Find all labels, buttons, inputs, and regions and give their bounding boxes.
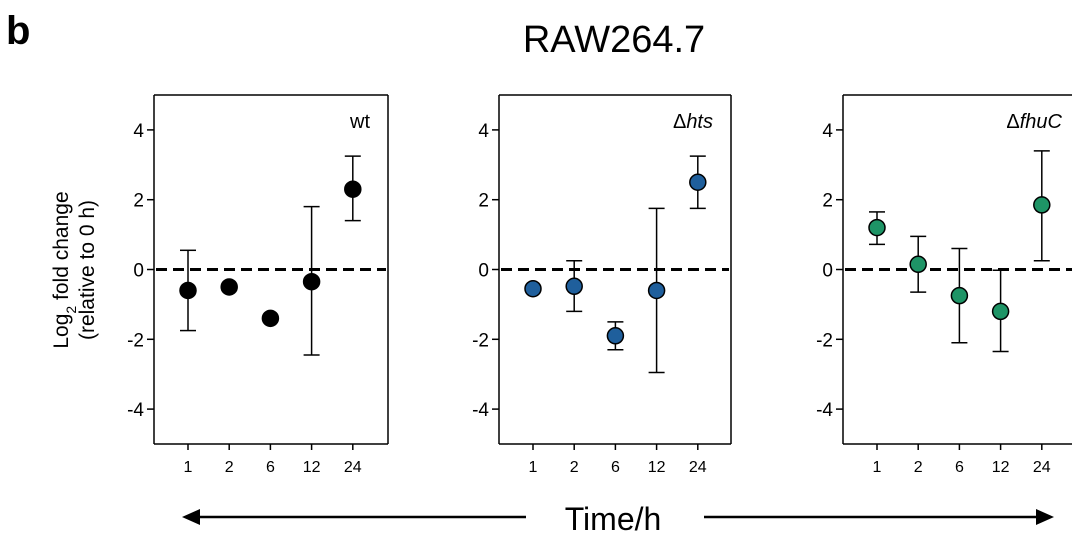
y-tick-label: 4 bbox=[478, 121, 489, 142]
x-tick-label: 2 bbox=[914, 459, 923, 476]
data-point bbox=[220, 278, 238, 296]
panel-title: Δhts bbox=[673, 111, 713, 133]
y-axis-label-line2: (relative to 0 h) bbox=[76, 200, 99, 340]
data-point bbox=[689, 173, 707, 191]
y-tick-label: 0 bbox=[133, 261, 144, 282]
data-point bbox=[606, 327, 625, 345]
data-point bbox=[565, 277, 583, 296]
data-point bbox=[261, 309, 280, 328]
y-tick-label: 0 bbox=[478, 261, 489, 282]
x-tick-label: 24 bbox=[344, 459, 362, 476]
y-tick-label: -2 bbox=[472, 330, 489, 351]
y-tick-label: 4 bbox=[822, 121, 833, 142]
x-tick-label: 2 bbox=[225, 459, 234, 476]
data-point bbox=[344, 180, 362, 198]
figure-title: RAW264.7 bbox=[523, 19, 705, 61]
x-tick-label: 24 bbox=[689, 459, 707, 476]
data-point bbox=[524, 279, 542, 298]
time-arrow-left-head bbox=[182, 509, 200, 525]
x-tick-label: 2 bbox=[570, 459, 579, 476]
x-tick-label: 1 bbox=[873, 459, 882, 476]
data-point bbox=[991, 302, 1010, 321]
x-tick-label: 24 bbox=[1033, 459, 1051, 476]
data-point bbox=[302, 272, 321, 291]
data-point bbox=[868, 218, 886, 237]
data-point bbox=[950, 286, 969, 305]
panel-letter: b bbox=[6, 9, 30, 53]
x-tick-label: 1 bbox=[184, 459, 193, 476]
y-tick-label: 2 bbox=[133, 191, 144, 212]
panel-title: ΔfhuC bbox=[1006, 111, 1062, 133]
y-tick-label: 0 bbox=[822, 261, 833, 282]
x-tick-label: 12 bbox=[992, 459, 1010, 476]
y-tick-label: 4 bbox=[133, 121, 144, 142]
x-tick-label: 12 bbox=[303, 459, 321, 476]
x-tick-label: 1 bbox=[529, 459, 538, 476]
y-tick-label: -2 bbox=[816, 330, 833, 351]
time-arrow-right-head bbox=[1036, 509, 1054, 525]
y-tick-label: -2 bbox=[127, 330, 144, 351]
x-tick-label: 6 bbox=[955, 459, 964, 476]
data-point bbox=[179, 281, 197, 300]
y-tick-label: 2 bbox=[478, 191, 489, 212]
y-tick-label: -4 bbox=[472, 400, 489, 421]
y-tick-label: 2 bbox=[822, 191, 833, 212]
panel-title: wt bbox=[349, 111, 370, 133]
data-point bbox=[1033, 196, 1051, 214]
data-point bbox=[647, 281, 666, 300]
x-tick-label: 12 bbox=[648, 459, 666, 476]
y-tick-label: -4 bbox=[127, 400, 144, 421]
x-tick-label: 6 bbox=[611, 459, 620, 476]
y-axis-label: Log2 fold change bbox=[50, 191, 79, 348]
y-tick-label: -4 bbox=[816, 400, 833, 421]
data-point bbox=[909, 255, 927, 274]
x-tick-label: 6 bbox=[266, 459, 275, 476]
x-axis-label: Time/h bbox=[565, 501, 662, 536]
